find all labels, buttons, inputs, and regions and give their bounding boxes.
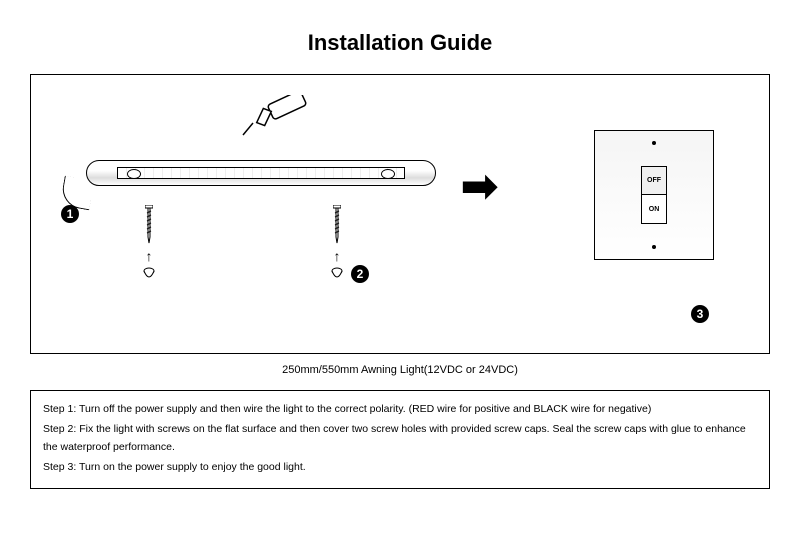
step-badge-2: 2 [351, 265, 369, 283]
steps-panel: Step 1: Turn off the power supply and th… [30, 390, 770, 489]
glue-tube-icon [231, 95, 311, 145]
page-title: Installation Guide [20, 30, 780, 56]
awning-light-icon [86, 160, 436, 186]
light-body [86, 160, 436, 186]
diagram-panel: ↑ ↑ 1 2 ➡ OFF ON 3 [30, 74, 770, 354]
switch-on-label: ON [642, 195, 666, 223]
wall-switch-icon: OFF ON [594, 130, 714, 260]
screw-left-icon: ↑ [141, 205, 157, 283]
arrow-right-icon: ➡ [461, 165, 498, 209]
step-badge-3: 3 [691, 305, 709, 323]
screw-right-icon: ↑ [329, 205, 345, 283]
switch-off-label: OFF [642, 167, 666, 195]
up-arrow-icon: ↑ [146, 249, 153, 263]
step-1-text: Step 1: Turn off the power supply and th… [43, 401, 757, 419]
step-badge-1: 1 [61, 205, 79, 223]
step-2-text: Step 2: Fix the light with screws on the… [43, 421, 757, 457]
diagram-caption: 250mm/550mm Awning Light(12VDC or 24VDC) [20, 364, 780, 376]
up-arrow-icon: ↑ [334, 249, 341, 263]
step-3-text: Step 3: Turn on the power supply to enjo… [43, 459, 757, 477]
